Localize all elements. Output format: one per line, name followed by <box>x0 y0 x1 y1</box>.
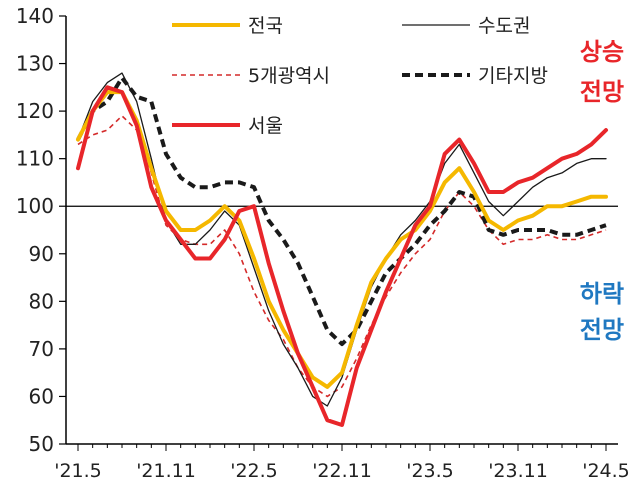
y-tick-label: 50 <box>29 432 54 456</box>
annotation-up-line1: 상승 <box>580 38 624 66</box>
legend-label-1: 전국 <box>248 15 283 37</box>
y-tick-label: 90 <box>29 242 54 266</box>
annotation-up-line2: 전망 <box>580 78 624 106</box>
series-line-1 <box>76 90 608 389</box>
y-axis: 50 60 70 80 90 100 110 120 130 140 <box>16 4 67 456</box>
series-line-3 <box>77 115 607 398</box>
x-axis: '21.5 '21.11 '22.5 '22.11 '23.5 '23.11 '24.5 <box>54 443 630 482</box>
y-tick-label: 80 <box>29 289 54 313</box>
x-tick-label: '22.11 <box>312 460 372 482</box>
series-line-2 <box>77 72 607 407</box>
legend-label-3: 5개광역시 <box>248 65 330 87</box>
x-tick-label: '21.11 <box>136 460 196 482</box>
x-tick-label: '23.11 <box>488 460 548 482</box>
y-tick-label: 70 <box>29 337 54 361</box>
legend-label-2: 수도권 <box>478 15 530 37</box>
legend-label-4: 기타지방 <box>478 65 548 87</box>
y-tick-label: 120 <box>16 99 54 123</box>
y-tick-label: 140 <box>16 4 54 28</box>
y-tick-label: 130 <box>16 52 54 76</box>
annotation-down-line1: 하락 <box>580 280 624 308</box>
x-tick-label: '24.5 <box>582 460 630 482</box>
x-tick-label: '21.5 <box>54 460 102 482</box>
x-tick-label: '22.5 <box>230 460 278 482</box>
x-tick-label: '23.5 <box>406 460 454 482</box>
y-tick-label: 60 <box>29 384 54 408</box>
y-tick-label: 110 <box>16 147 54 171</box>
series-line-4 <box>76 75 607 347</box>
series-lines <box>76 72 608 427</box>
annotation-down-line2: 전망 <box>580 316 624 344</box>
series-line-5 <box>76 85 608 427</box>
y-tick-label: 100 <box>16 194 54 218</box>
legend-label-5: 서울 <box>248 115 283 137</box>
